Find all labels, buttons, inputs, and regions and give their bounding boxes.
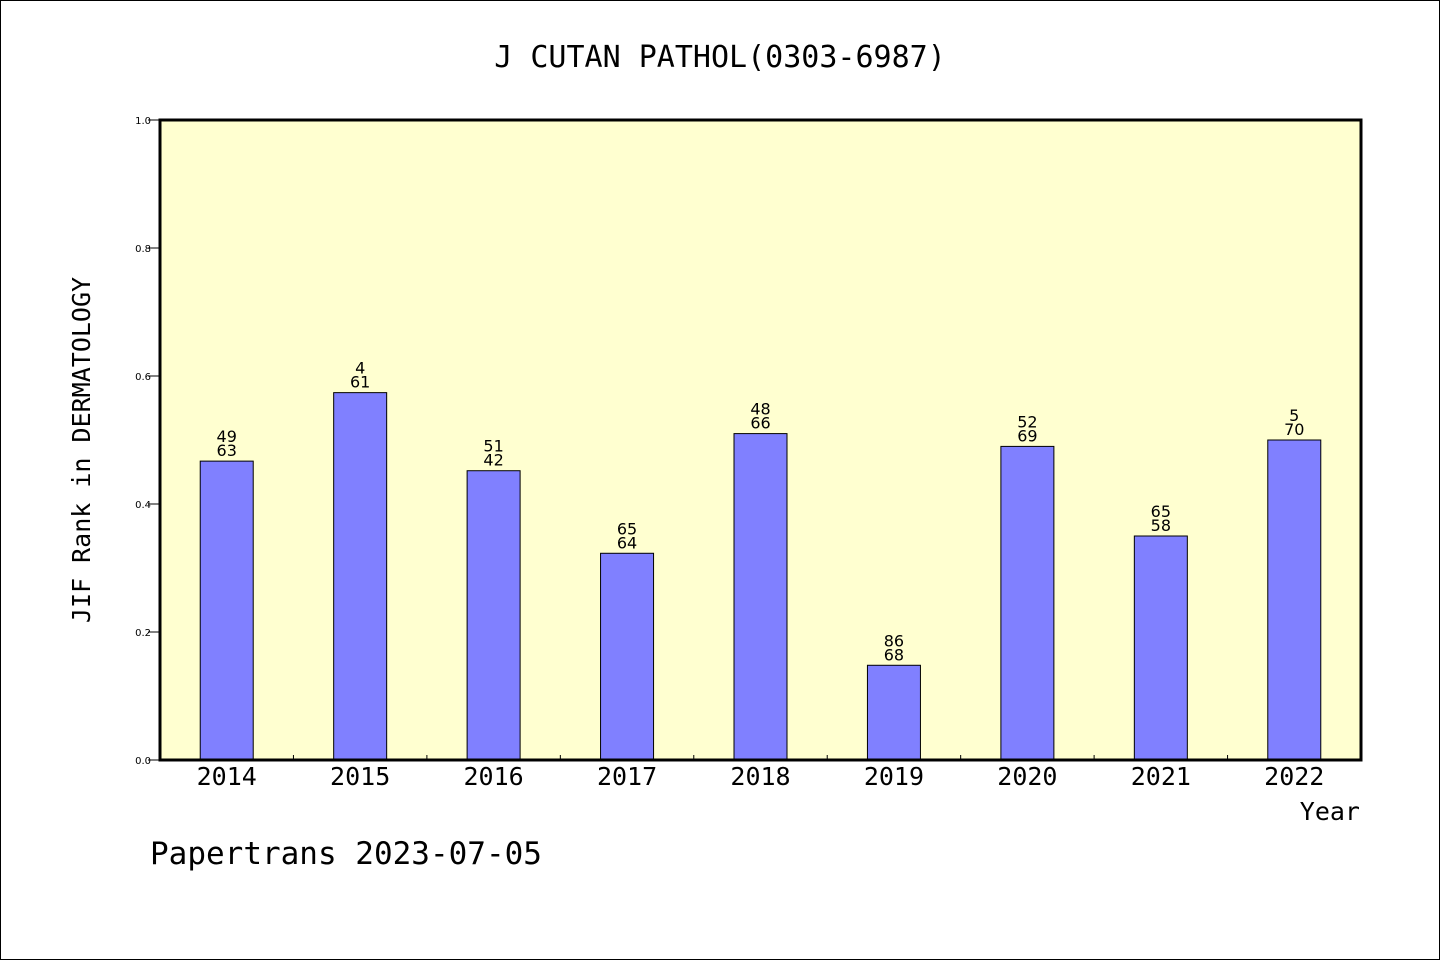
y-tick-label: 1.0 [135, 116, 151, 127]
bar-label-top-2022: 5 [1289, 406, 1299, 425]
x-tick-label-2017: 2017 [597, 762, 657, 791]
x-tick-label-2021: 2021 [1131, 762, 1191, 791]
y-tick-label: 0.2 [135, 628, 151, 639]
y-tick-label: 0.4 [135, 500, 151, 511]
y-tick-label: 0.6 [135, 372, 151, 383]
bar-2016 [466, 470, 521, 761]
bar-2019 [866, 664, 921, 761]
x-axis: 2014 2015 2016 2017 2018 2019 2020 2021 2022 [197, 755, 1324, 791]
plot-border [158, 118, 1363, 762]
bar-label-top-2019: 86 [884, 631, 904, 650]
x-tick-label-2015: 2015 [330, 762, 390, 791]
bar-label-bottom-2019: 68 [884, 645, 904, 664]
bar-label-bottom-2018: 66 [750, 414, 770, 433]
x-tick-label-2022: 2022 [1264, 762, 1324, 791]
bar-2015 [333, 392, 388, 761]
y-axis: 0.0 0.2 0.4 0.6 0.8 1.0 [135, 116, 160, 767]
bar-2014 [199, 460, 254, 761]
bar-2017 [600, 552, 655, 761]
bar-label-bottom-2016: 42 [483, 451, 503, 470]
bar-label-top-2015: 4 [355, 359, 365, 378]
bar-label-top-2020: 52 [1017, 412, 1037, 431]
y-tick-label: 0.8 [135, 244, 151, 255]
y-axis-label: JIF Rank in DERMATOLOGY [67, 277, 96, 623]
bar-label-bottom-2022: 70 [1284, 420, 1304, 439]
bar-label-bottom-2015: 61 [350, 373, 370, 392]
bar-2021 [1133, 535, 1188, 761]
bar-label-bottom-2020: 69 [1017, 426, 1037, 445]
x-tick-label-2014: 2014 [197, 762, 257, 791]
bar-2022 [1267, 439, 1322, 761]
bar-2020 [1000, 445, 1055, 761]
x-tick-label-2016: 2016 [464, 762, 524, 791]
y-tick-label: 0.0 [135, 756, 151, 767]
chart-title: J CUTAN PATHOL(0303-6987) [494, 40, 946, 75]
bar-label-top-2016: 51 [483, 437, 503, 456]
bar-label-bottom-2014: 63 [217, 441, 237, 460]
x-tick-label-2020: 2020 [997, 762, 1057, 791]
bar-label-top-2017: 65 [617, 519, 637, 538]
bars-group [199, 392, 1322, 761]
bar-label-top-2018: 48 [750, 400, 770, 419]
watermark-text: Papertrans 2023-07-05 [150, 836, 542, 872]
bar-2018 [733, 433, 788, 761]
x-axis-label: Year [1300, 797, 1360, 826]
bar-label-top-2021: 65 [1151, 502, 1171, 521]
x-tick-label-2019: 2019 [864, 762, 924, 791]
bar-label-top-2014: 49 [217, 427, 237, 446]
x-tick-label-2018: 2018 [730, 762, 790, 791]
bar-label-bottom-2017: 64 [617, 533, 637, 552]
bar-label-bottom-2021: 58 [1151, 516, 1171, 535]
